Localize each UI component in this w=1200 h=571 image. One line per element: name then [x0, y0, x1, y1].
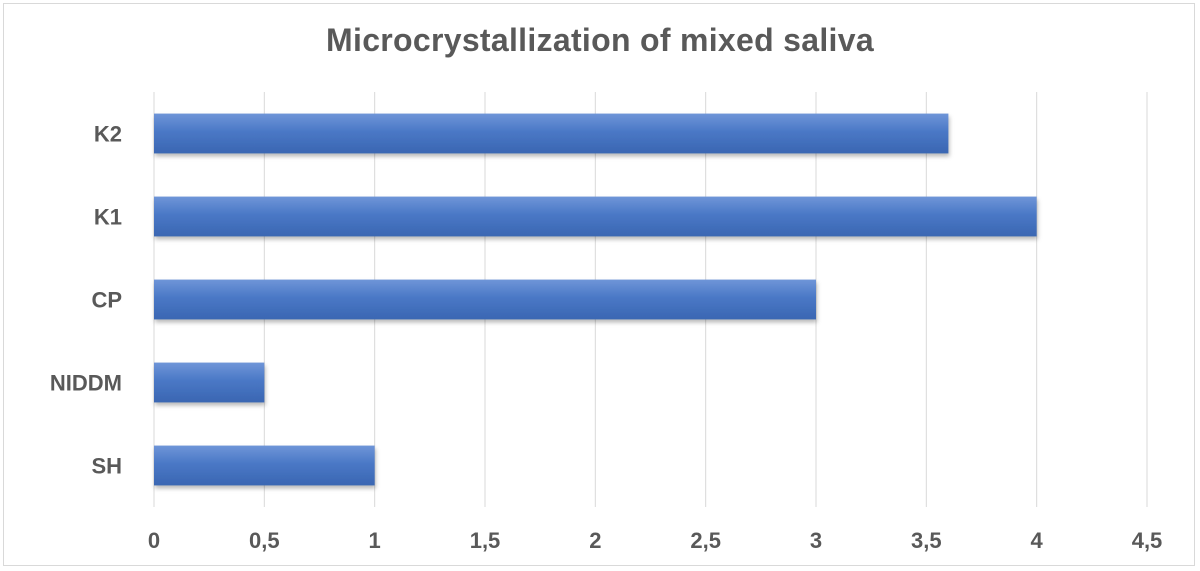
y-axis-category-labels: K2 K1 CP NIDDM SH: [50, 122, 122, 479]
x-tick-label: 0,5: [249, 528, 280, 553]
x-tick-label: 0: [148, 528, 160, 553]
bar-k2: [154, 113, 949, 154]
x-tick-label: 4: [1031, 528, 1044, 553]
x-tick-label: 1: [369, 528, 381, 553]
x-tick-label: 3,5: [911, 528, 942, 553]
bar-sh: [154, 445, 375, 486]
bars: [154, 113, 1037, 486]
category-label-cp: CP: [91, 288, 122, 313]
bar-niddm: [154, 362, 265, 403]
bar-cp: [154, 279, 816, 320]
chart-title: Microcrystallization of mixed saliva: [326, 22, 874, 58]
category-label-sh: SH: [91, 454, 122, 479]
category-label-niddm: NIDDM: [50, 371, 122, 396]
x-axis-tick-labels: 0 0,5 1 1,5 2 2,5 3 3,5 4 4,5: [148, 528, 1162, 553]
x-tick-label: 2: [589, 528, 601, 553]
category-label-k1: K1: [94, 205, 122, 230]
x-tick-label: 4,5: [1132, 528, 1163, 553]
x-tick-label: 3: [810, 528, 822, 553]
x-tick-label: 1,5: [470, 528, 501, 553]
x-tick-label: 2,5: [690, 528, 721, 553]
bar-k1: [154, 196, 1037, 237]
category-label-k2: K2: [94, 122, 122, 147]
